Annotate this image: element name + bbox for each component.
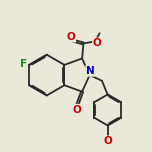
Text: O: O [72,105,81,115]
Text: N: N [86,66,95,76]
Text: O: O [104,136,113,146]
Text: O: O [93,38,102,48]
Text: O: O [67,32,75,42]
Text: F: F [20,59,27,69]
